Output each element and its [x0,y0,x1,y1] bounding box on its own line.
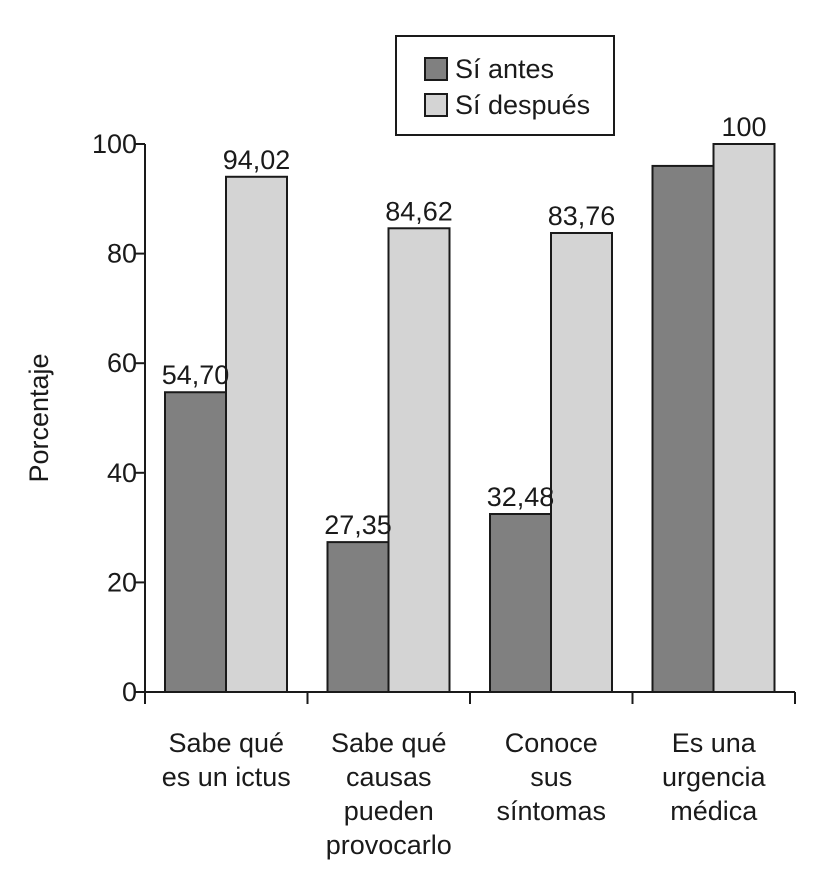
value-label-antes-2: 32,48 [487,482,555,512]
bar-antes-1 [326,541,390,694]
category-label-0: Sabe qué es un ictus [162,728,291,792]
category-label-line: urgencia [662,762,767,792]
bar-despues-0 [225,175,288,694]
category-label-line: Sabe qué [168,728,284,758]
bar-antes-2 [489,513,552,693]
y-tick-label: 0 [122,677,137,707]
category-label-line: Es una [672,728,757,758]
category-label-line: Sabe qué [331,728,447,758]
legend-swatch-despues [424,93,448,117]
y-axis-title: Porcentaje [24,353,54,482]
bar-despues-3 [712,143,776,693]
category-label-line: síntomas [496,796,606,826]
y-tick-label: 40 [107,458,137,488]
category-label-line: es un ictus [162,762,291,792]
bar-despues-1 [387,227,451,693]
y-tick-label: 100 [92,129,137,159]
y-tick-label: 20 [107,567,137,597]
value-label-despues-3: 100 [721,112,766,142]
value-label-despues-1: 84,62 [385,196,453,226]
category-label-3: Es una urgencia médica [662,728,767,826]
value-label-antes-1: 27,35 [324,510,392,540]
legend-box [395,35,615,136]
bar-despues-2 [550,231,613,693]
value-labels: 54,70 27,35 32,48 94,02 84,62 83,76 100 [162,112,767,540]
value-label-despues-2: 83,76 [548,201,616,231]
y-ticks: 0 20 40 60 80 100 [92,129,145,707]
category-label-line: causas [346,762,432,792]
value-label-despues-0: 94,02 [223,145,291,175]
legend-label-antes: Sí antes [455,54,554,84]
bar-antes-3 [651,164,715,694]
y-tick-label: 80 [107,239,137,269]
y-tick-label: 60 [107,348,137,378]
legend-swatch-antes [424,57,448,81]
category-label-1: Sabe qué causas pueden provocarlo [326,728,452,860]
category-label-line: pueden [344,796,434,826]
bars [164,143,776,694]
category-label-line: médica [670,796,758,826]
value-label-antes-0: 54,70 [162,360,230,390]
category-label-line: sus [530,762,572,792]
x-category-labels: Sabe qué es un ictus Sabe qué causas pueden p… [162,728,767,860]
category-label-line: Conoce [505,728,598,758]
category-label-line: provocarlo [326,830,452,860]
category-label-2: Conoce sus síntomas [496,728,606,826]
legend: Sí antes Sí después [395,35,615,136]
bar-antes-0 [164,391,227,693]
legend-label-despues: Sí después [455,90,590,120]
axes [144,144,796,704]
